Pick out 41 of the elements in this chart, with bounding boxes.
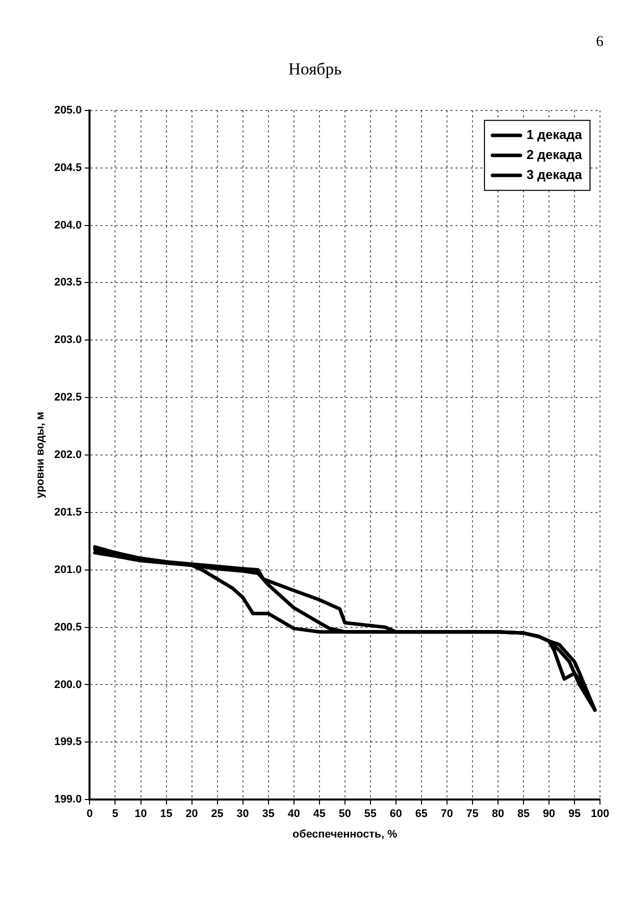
x-tick-label: 10	[134, 808, 147, 820]
x-tick-label: 50	[338, 808, 351, 820]
x-tick-label: 30	[236, 808, 249, 820]
y-tick-label: 199.5	[54, 736, 82, 748]
x-tick-label: 40	[288, 808, 300, 820]
y-tick-label: 202.5	[54, 392, 82, 404]
y-tick-label: 204.5	[54, 162, 82, 174]
y-tick-label: 200.5	[54, 621, 82, 634]
x-tick-label: 5	[112, 808, 118, 820]
legend-label: 1 декада	[526, 126, 583, 142]
y-tick-label: 203.5	[54, 276, 82, 289]
x-tick-label: 65	[415, 808, 428, 820]
text: 6	[596, 34, 604, 51]
y-tick-label: 201.0	[54, 564, 82, 576]
y-tick-label: 202.0	[54, 449, 82, 462]
x-tick-label: 55	[364, 808, 376, 820]
x-tick-label: 20	[186, 808, 198, 820]
x-tick-label: 75	[466, 808, 479, 820]
x-tick-label: 95	[568, 808, 581, 820]
x-tick-label: 60	[390, 808, 402, 820]
y-axis-title: уровни воды, м	[34, 412, 47, 498]
x-tick-label: 100	[590, 808, 610, 820]
y-tick-label: 199.0	[54, 794, 82, 806]
x-tick-label: 85	[517, 808, 530, 820]
y-tick-label: 200.0	[54, 678, 82, 691]
y-tick-label: 203.0	[54, 334, 82, 346]
legend-label: 3 декада	[526, 166, 583, 182]
x-tick-label: 90	[542, 808, 556, 820]
x-tick-label: 70	[440, 808, 454, 820]
legend-label: 2 декада	[526, 146, 583, 162]
chart-title: Ноябрь	[288, 60, 342, 79]
x-axis-title: обеспеченность, %	[292, 828, 398, 840]
x-tick-label: 0	[86, 808, 93, 820]
x-tick-label: 80	[492, 808, 504, 820]
x-tick-label: 45	[313, 808, 326, 820]
y-tick-label: 201.5	[54, 506, 82, 518]
x-tick-label: 15	[160, 808, 172, 820]
x-tick-label: 25	[211, 808, 224, 820]
y-tick-label: 204.0	[54, 219, 82, 232]
x-tick-label: 35	[262, 808, 274, 820]
y-tick-label: 205.0	[54, 104, 82, 116]
